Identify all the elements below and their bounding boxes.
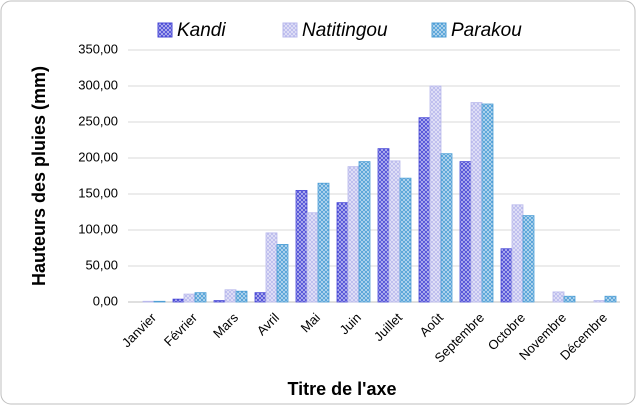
- bar: [459, 161, 472, 303]
- bar: [265, 232, 278, 303]
- bar: [563, 295, 576, 303]
- bar: [500, 248, 513, 303]
- bar: [254, 292, 267, 303]
- bar: [213, 300, 226, 303]
- bar: [358, 161, 371, 303]
- bar: [336, 202, 349, 303]
- bar: [429, 85, 442, 303]
- bar: [604, 295, 617, 303]
- bar: [511, 204, 524, 303]
- y-tick-label: 50,00: [85, 257, 118, 272]
- y-tick-label: 100,00: [78, 221, 118, 236]
- bar: [418, 117, 431, 303]
- bar: [440, 153, 453, 303]
- bar: [172, 298, 185, 303]
- bar: [347, 166, 360, 303]
- bar: [388, 160, 401, 303]
- x-axis-title: Titre de l'axe: [287, 379, 396, 399]
- bar: [224, 289, 237, 303]
- bar: [295, 189, 308, 303]
- legend-swatch: [157, 22, 173, 38]
- bar: [593, 300, 606, 303]
- bar: [399, 177, 412, 303]
- bar: [522, 215, 535, 303]
- bar: [306, 212, 319, 303]
- y-tick-label: 250,00: [78, 113, 118, 128]
- y-tick-label: 0,00: [93, 293, 118, 308]
- y-tick-label: 150,00: [78, 185, 118, 200]
- bar: [470, 102, 483, 303]
- y-tick-label: 300,00: [78, 77, 118, 92]
- bar: [194, 292, 207, 303]
- bar: [235, 290, 248, 303]
- bar: [481, 103, 494, 303]
- bar: [317, 182, 330, 303]
- y-tick-label: 350,00: [78, 41, 118, 56]
- legend-label: Natitingou: [302, 20, 388, 41]
- bar: [552, 291, 565, 303]
- y-axis-title: Hauteurs des pluies (mm): [29, 66, 49, 286]
- bar: [142, 300, 155, 303]
- legend-label: Parakou: [451, 20, 522, 41]
- bar: [153, 300, 166, 303]
- bar: [276, 243, 289, 303]
- y-tick-label: 200,00: [78, 149, 118, 164]
- legend-swatch: [282, 22, 298, 38]
- bar: [377, 148, 390, 303]
- legend-label: Kandi: [177, 20, 226, 41]
- bar: [183, 293, 196, 303]
- legend-swatch: [431, 22, 447, 38]
